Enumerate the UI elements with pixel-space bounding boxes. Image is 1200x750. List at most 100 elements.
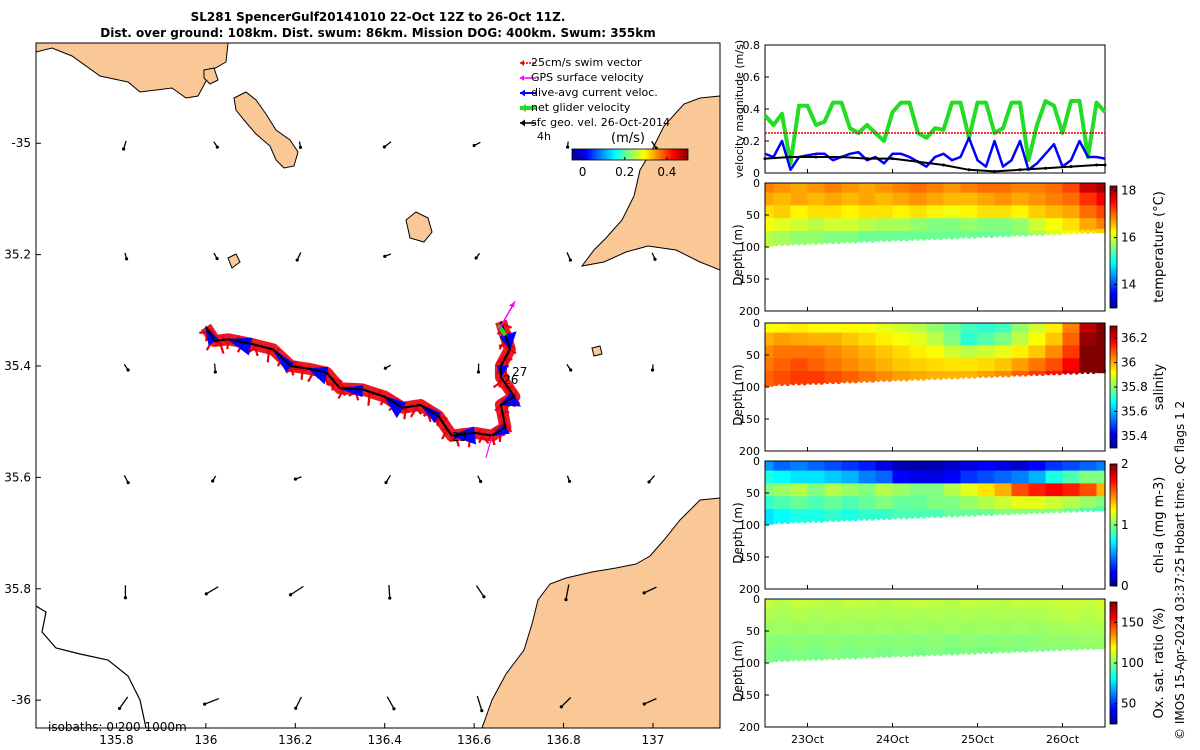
section-cell bbox=[1045, 332, 1064, 346]
section-bottom-sample bbox=[921, 235, 927, 241]
section-cell bbox=[858, 205, 877, 219]
section-bottom-sample bbox=[972, 649, 978, 655]
section-cell bbox=[765, 192, 775, 206]
section-bottom-sample bbox=[875, 237, 881, 243]
section-cell bbox=[926, 461, 945, 472]
section-cell bbox=[824, 496, 843, 510]
section-cell bbox=[1062, 608, 1081, 622]
section-cell bbox=[765, 371, 775, 386]
section-cell bbox=[926, 345, 945, 359]
geo-vel-arrowhead bbox=[122, 147, 126, 151]
velocity-point bbox=[967, 168, 971, 172]
section-bottom-sample bbox=[1011, 231, 1017, 237]
section-cell bbox=[765, 323, 775, 334]
section-cell bbox=[1062, 461, 1081, 472]
section-cell bbox=[960, 183, 979, 194]
section-bottom-sample bbox=[847, 378, 853, 384]
section-cell bbox=[960, 358, 979, 372]
geo-vel-arrowhead bbox=[392, 707, 396, 711]
section-bottom-sample bbox=[909, 375, 915, 381]
section-bottom-sample bbox=[1057, 508, 1063, 514]
section-ytick-label: 200 bbox=[739, 305, 760, 318]
section-cell bbox=[841, 183, 860, 194]
section-cell bbox=[943, 231, 962, 238]
velocity-series bbox=[763, 99, 1107, 173]
section-cell bbox=[1062, 218, 1081, 232]
section-ylabel: Depth (m) bbox=[731, 640, 745, 701]
section-bottom-sample bbox=[1062, 369, 1068, 375]
section-cell bbox=[892, 621, 911, 635]
section-ytick-label: 0 bbox=[753, 317, 760, 330]
section-bottom-sample bbox=[1040, 371, 1046, 377]
section-bottom-sample bbox=[769, 242, 775, 247]
section-cell bbox=[773, 183, 792, 194]
section-cell bbox=[943, 218, 962, 232]
section-cell bbox=[1011, 345, 1030, 359]
geo-vel-arrowhead bbox=[126, 481, 130, 485]
section-cell bbox=[1028, 461, 1047, 472]
section-cell bbox=[892, 332, 911, 346]
section-bottom-sample bbox=[847, 516, 853, 522]
section-cell bbox=[765, 634, 775, 648]
section-bottom-sample bbox=[802, 518, 808, 524]
section-cell bbox=[765, 461, 775, 472]
section-cell bbox=[926, 358, 945, 372]
section-cell bbox=[807, 509, 826, 522]
map-ytick-label: 35.8 bbox=[4, 582, 31, 596]
section-cell bbox=[943, 183, 962, 194]
geo-vel-arrowhead bbox=[653, 257, 657, 261]
section-cell bbox=[875, 470, 894, 484]
section-cell bbox=[1062, 358, 1081, 372]
section-cell bbox=[773, 496, 792, 510]
section-bottom-sample bbox=[989, 649, 995, 655]
legend-arrow-swim bbox=[520, 60, 524, 66]
section-bottom-sample bbox=[870, 378, 876, 383]
geo-vel-arrowhead bbox=[383, 254, 387, 258]
section-cell bbox=[1062, 483, 1081, 497]
section-cell bbox=[858, 332, 877, 346]
section-cell bbox=[926, 470, 945, 484]
section-bottom-sample bbox=[977, 373, 983, 379]
geo-vel-arrowhead bbox=[647, 480, 651, 484]
section-cell bbox=[892, 218, 911, 232]
section-bottom-sample bbox=[1062, 507, 1068, 513]
section-bottom-sample bbox=[938, 513, 944, 519]
section-bottom-sample bbox=[824, 379, 830, 385]
geo-vel-arrow bbox=[204, 697, 220, 705]
section-cell bbox=[875, 647, 894, 657]
map-ytick-label: -36 bbox=[11, 693, 31, 707]
section-cell bbox=[790, 323, 809, 334]
section-cell bbox=[858, 608, 877, 622]
section-cell bbox=[841, 608, 860, 622]
section-cell bbox=[926, 192, 945, 206]
section-cell bbox=[892, 634, 911, 648]
section-cell bbox=[892, 608, 911, 622]
section-bottom-sample bbox=[977, 649, 983, 655]
section-cell bbox=[909, 345, 928, 359]
section-bottom-sample bbox=[870, 238, 876, 243]
section-cell bbox=[1045, 205, 1064, 219]
section-ylabel: Depth (m) bbox=[731, 364, 745, 425]
velocity-point bbox=[1069, 165, 1073, 169]
section-cell bbox=[909, 358, 928, 372]
section-bottom-sample bbox=[977, 511, 983, 517]
geo-vel-arrowhead bbox=[482, 595, 486, 599]
geo-vel-arrow bbox=[290, 585, 304, 596]
section-cell bbox=[943, 599, 962, 610]
section-bottom-sample bbox=[813, 656, 819, 661]
section-cell bbox=[1079, 358, 1098, 372]
section-cell bbox=[909, 218, 928, 232]
section-bottom-sample bbox=[972, 373, 978, 379]
section-bottom-sample bbox=[960, 233, 966, 239]
geo-vel-arrowhead bbox=[382, 145, 387, 149]
section-ytick-label: 0 bbox=[753, 177, 760, 190]
geo-vel-arrowhead bbox=[480, 709, 484, 713]
section-cell bbox=[1011, 608, 1030, 622]
section-bottom-sample bbox=[785, 381, 791, 387]
section-cell bbox=[1045, 599, 1064, 610]
section-ytick-label: 0 bbox=[753, 455, 760, 468]
section-cell bbox=[1079, 323, 1098, 334]
section-cell bbox=[1096, 470, 1106, 484]
geo-vel-arrowhead bbox=[472, 143, 476, 148]
